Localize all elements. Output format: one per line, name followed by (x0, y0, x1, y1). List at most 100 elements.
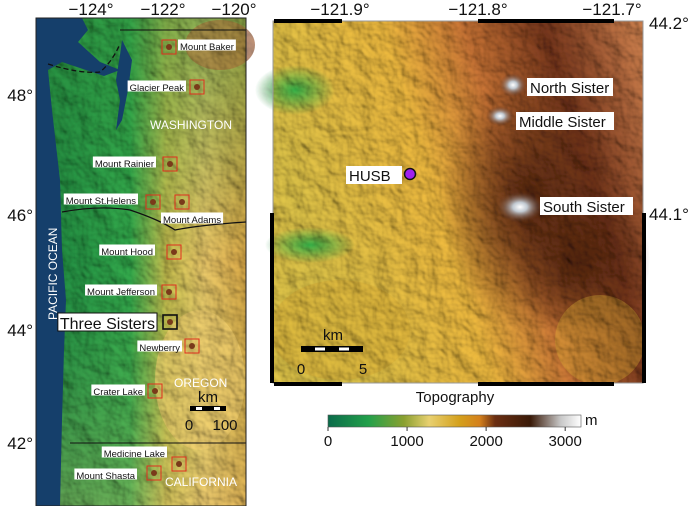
volcano-label: Mount Baker (180, 42, 234, 53)
volcano-peak (176, 461, 182, 467)
volcano-peak (179, 199, 185, 205)
lon-tick: −121.7° (582, 0, 641, 19)
volcano-label-bg (63, 193, 138, 205)
lon-tick: −124° (68, 0, 113, 19)
svg-text:5: 5 (359, 361, 367, 378)
lat-tick: 46° (7, 206, 33, 225)
puget-sound (116, 40, 132, 130)
volcano-label-bg (74, 468, 137, 480)
colorbar-tick-label: 3000 (549, 433, 582, 450)
volcano-box (161, 39, 177, 55)
lat-tick: 44.1° (649, 205, 689, 224)
volcano-label-bg (99, 244, 155, 256)
volcano-label-bg (85, 284, 157, 296)
state-label-oregon: OREGON (174, 376, 227, 390)
colorbar-tick-label: 1000 (390, 433, 423, 450)
strait-border (47, 43, 121, 73)
volcano-label: Mount Adams (163, 215, 221, 226)
volcano-box (166, 244, 182, 260)
regional-scale-bar: km 0 100 (185, 389, 238, 434)
volcano-peak (167, 161, 173, 167)
svg-text:South Sister: South Sister (543, 199, 625, 216)
volcano-label: Mount Shasta (76, 471, 135, 482)
peak-label-middle-sister: Middle Sister (516, 112, 614, 131)
lon-tick: −120° (211, 0, 256, 19)
volcano-label: Glacier Peak (130, 83, 185, 94)
volcano-peak (152, 388, 158, 394)
scale-unit: km (198, 389, 218, 406)
volcano-label: Newberry (139, 343, 180, 354)
volcano-three-sisters[interactable]: Three Sisters (57, 312, 178, 333)
volcano-mount-st-helens[interactable]: Mount St.Helens (63, 193, 161, 210)
volcano-label-bg (127, 80, 186, 92)
volcano-label-bg (91, 384, 145, 396)
colorbar-title: Topography (416, 389, 495, 406)
volcano-label: Mount St.Helens (66, 196, 136, 207)
volcano-mount-adams[interactable]: Mount Adams (161, 194, 224, 226)
volcano-label: Crater Lake (93, 387, 143, 398)
north-sister-summit (499, 73, 527, 97)
lon-tick: −122° (140, 0, 185, 19)
volcano-peak (194, 84, 200, 90)
volcano-glacier-peak[interactable]: Glacier Peak (127, 79, 205, 95)
volcano-peak (167, 319, 173, 325)
volcano-label: Mount Jefferson (87, 287, 155, 298)
volcano-box (171, 456, 187, 472)
lat-tick: 48° (7, 86, 33, 105)
volcano-label: Three Sisters (60, 316, 155, 333)
peak-label-north-sister: North Sister (527, 78, 613, 97)
volcano-label-bg (137, 340, 182, 352)
volcano-crater-lake[interactable]: Crater Lake (91, 383, 163, 399)
topography-colorbar: Topography m 0 1000 2000 3000 (324, 389, 598, 450)
scale-start: 0 (185, 417, 193, 434)
volcano-mount-hood[interactable]: Mount Hood (99, 244, 182, 260)
ocean-label: PACIFIC OCEAN (46, 228, 60, 320)
volcano-label-bg (101, 446, 167, 458)
volcano-medicine-lake[interactable]: Medicine Lake (101, 446, 187, 472)
volcano-mount-rainier[interactable]: Mount Rainier (92, 156, 178, 172)
volcano-box (162, 314, 178, 330)
volcano-box (161, 284, 177, 300)
volcano-box (189, 79, 205, 95)
volcano-mount-jefferson[interactable]: Mount Jefferson (85, 284, 177, 300)
volcano-label: Mount Hood (101, 247, 153, 258)
volcano-label-bg (161, 212, 224, 224)
volcano-markers: Mount Baker Glacier Peak Mount Rainier Moun… (57, 39, 236, 482)
svg-text:North Sister: North Sister (530, 80, 609, 97)
volcano-label-bg (57, 312, 158, 332)
colorbar-unit: m (585, 412, 598, 429)
volcano-label: Medicine Lake (104, 449, 165, 460)
regional-map (35, 17, 255, 506)
volcano-peak (150, 199, 156, 205)
lon-tick: −121.8° (448, 0, 507, 19)
volcano-peak (166, 44, 172, 50)
volcano-peak (151, 470, 157, 476)
volcano-peak (166, 289, 172, 295)
volcano-newberry[interactable]: Newberry (137, 338, 200, 354)
volcano-peak (189, 343, 195, 349)
volcano-label-bg (92, 156, 156, 168)
volcano-box (146, 465, 162, 481)
station-husb[interactable]: HUSB (346, 166, 417, 185)
volcano-label-bg (178, 39, 236, 51)
middle-sister-summit (486, 106, 514, 126)
volcano-mount-baker[interactable]: Mount Baker (161, 39, 236, 55)
lat-tick: 44° (7, 321, 33, 340)
state-label-washington: WASHINGTON (150, 118, 232, 132)
lat-tick: 42° (7, 434, 33, 453)
local-scale-bar: km 0 5 (297, 327, 367, 378)
station-marker[interactable] (403, 167, 417, 181)
pacific-ocean (36, 18, 120, 506)
peak-label-south-sister: South Sister (540, 197, 633, 216)
volcano-box (174, 194, 190, 210)
volcano-box (162, 156, 178, 172)
volcano-box (147, 383, 163, 399)
volcano-peak (171, 249, 177, 255)
colorbar-tick-label: 2000 (469, 433, 502, 450)
state-label-california: CALIFORNIA (165, 475, 237, 489)
lat-tick: 44.2° (649, 14, 689, 33)
wa-or-border (61, 207, 247, 231)
scale-end: 100 (212, 417, 237, 434)
volcano-mount-shasta[interactable]: Mount Shasta (74, 465, 162, 482)
